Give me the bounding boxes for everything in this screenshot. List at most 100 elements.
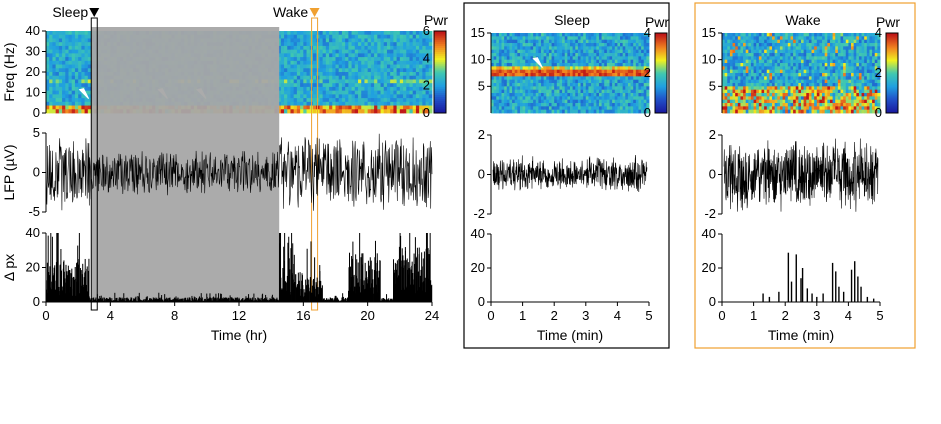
sleep-spectrogram-heatmap-cell: [512, 33, 516, 37]
spectrogram-24h-heatmap-cell: [325, 109, 330, 114]
spectrogram-24h-heatmap-cell: [351, 101, 356, 106]
sleep-spectrogram-heatmap-cell: [498, 106, 502, 111]
sleep-spectrogram-heatmap-cell: [580, 103, 584, 107]
sleep-spectrogram-heatmap-cell: [596, 49, 600, 54]
sleep-spectrogram-heatmap-cell: [533, 69, 537, 74]
spectrogram-24h-heatmap-cell: [78, 45, 82, 51]
spectrogram-24h-heatmap-cell: [393, 49, 398, 54]
spectrogram-24h-heatmap-cell: [335, 75, 340, 80]
spectrogram-24h-heatmap-cell: [422, 31, 426, 36]
sleep-spectrogram-heatmap-cell: [577, 106, 581, 111]
sleep-spectrogram-heatmap-cell: [585, 99, 589, 104]
spectrogram-24h-heatmap-cell: [319, 86, 324, 92]
spectrogram-24h-heatmap-cell: [65, 38, 69, 43]
spectrogram-24h-heatmap-cell: [428, 42, 433, 47]
spectrogram-24h-heatmap-cell: [293, 45, 298, 51]
sleep-spectrogram-heatmap-cell: [548, 59, 552, 64]
sleep-spectrogram-heatmap-cell: [572, 53, 576, 57]
sleep-spectrogram-heatmap-cell: [585, 39, 589, 44]
sleep-spectrogram-heatmap-cell: [554, 53, 558, 57]
sleep-spectrogram-heatmap-cell: [585, 93, 589, 97]
sleep-spectrogram-heatmap-cell: [504, 59, 508, 64]
spectrogram-24h-heatmap-cell: [49, 109, 53, 114]
spectrogram-24h-heatmap-cell: [87, 79, 92, 84]
spectrogram-24h-heatmap-cell: [312, 86, 317, 92]
spectrogram-24h-heatmap-cell: [386, 101, 391, 106]
spectrogram-24h-heatmap-cell: [62, 75, 66, 80]
sleep-spectrogram-heatmap-cell: [601, 103, 605, 107]
spectrogram-24h-heatmap-cell: [74, 105, 79, 110]
sleep-spectrogram-heatmap-cell: [498, 109, 502, 114]
spectrogram-24h-heatmap-cell: [415, 60, 420, 65]
sleep-spectrogram-heatmap-cell: [504, 109, 508, 114]
sleep-spectrogram-heatmap-cell: [551, 36, 555, 41]
spectrogram-24h-heatmap-cell: [325, 105, 330, 110]
spectrogram-24h-heatmap-cell: [49, 94, 53, 99]
sleep-spectrogram-heatmap-cell: [517, 76, 521, 81]
sleep-spectrogram-heatmap-cell: [625, 69, 629, 74]
sleep-spectrogram-heatmap-cell: [491, 39, 495, 44]
spectrogram-24h-heatmap-cell: [422, 105, 426, 110]
spectrogram-24h-heatmap-cell: [393, 86, 398, 92]
sleep-spectrogram-heatmap-cell: [554, 93, 558, 97]
spectrogram-24h-heatmap-cell: [428, 83, 433, 88]
spectrogram-24h-heatmap-cell: [329, 34, 333, 39]
sleep-spectrogram-heatmap-cell: [514, 53, 518, 57]
sleep-spectrogram-heatmap-cell: [567, 73, 571, 77]
sleep-spectrogram-heatmap-cell: [617, 56, 621, 61]
spectrogram-24h-heatmap-cell: [303, 42, 307, 47]
sleep-spectrogram-heatmap-cell: [525, 43, 529, 47]
sleep-spectrogram-heatmap-cell: [622, 76, 626, 81]
sleep-spectrogram-heatmap-cell: [627, 66, 631, 71]
sleep-spectrogram-heatmap-cell: [570, 89, 574, 94]
sleep-spectrogram-heatmap-cell: [625, 76, 629, 81]
spectrogram-24h-heatmap-cell: [280, 57, 285, 62]
spectrogram-24h-heatmap-cell: [345, 101, 349, 106]
sleep-spectrogram-heatmap-cell: [591, 46, 595, 51]
spectrogram-24h-heatmap-cell: [364, 79, 369, 84]
sleep-spectrogram-heatmap-cell: [604, 103, 608, 107]
spectrogram-24h-heatmap-cell: [319, 57, 324, 62]
sleep-spectrogram-heatmap-cell: [562, 39, 566, 44]
sleep-spectrogram-heatmap-cell: [496, 93, 500, 97]
spectrogram-24h-heatmap-cell: [380, 72, 385, 77]
spectrogram-24h-heatmap-cell: [290, 98, 295, 103]
spectrogram-24h-heatmap-cell: [399, 42, 404, 47]
sleep-spectrogram-heatmap-cell: [501, 79, 505, 84]
sleep-spectrogram-heatmap-cell: [514, 83, 518, 87]
sleep-spectrogram-heatmap-cell: [496, 43, 500, 47]
sleep-spectrogram-heatmap-cell: [562, 69, 566, 74]
sleep-spectrogram-heatmap-cell: [606, 103, 610, 107]
spectrogram-24h-heatmap-cell: [403, 94, 407, 99]
spectrogram-24h-heatmap-cell: [300, 49, 304, 54]
spectrogram-24h-heatmap-cell: [419, 98, 423, 103]
spectrogram-24h-heatmap-cell: [393, 98, 398, 103]
sleep-spectrogram-heatmap-cell: [614, 73, 618, 77]
sleep-spectrogram-heatmap-cell: [588, 36, 592, 41]
spectrogram-24h-heatmap-cell: [409, 64, 414, 69]
sleep-spectrogram-heatmap-cell: [577, 36, 581, 41]
spectrogram-24h-heatmap-cell: [277, 34, 282, 39]
spectrogram-24h-heatmap-cell: [71, 90, 76, 95]
spectrogram-24h-heatmap-cell: [332, 86, 336, 92]
spectrogram-24h-heatmap-cell: [396, 86, 401, 92]
lfp-24h-y-tick-label: 0: [33, 165, 40, 180]
spectrogram-24h-heatmap-cell: [303, 105, 307, 110]
spectrogram-24h-heatmap-cell: [84, 75, 89, 80]
spectrogram-24h-heatmap-cell: [49, 101, 53, 106]
spectrogram-24h-y-tick-label: 40: [26, 23, 40, 38]
sleep-spectrogram-heatmap-cell: [570, 33, 574, 37]
spectrogram-24h-heatmap-cell: [338, 75, 343, 80]
sleep-spectrogram-heatmap-cell: [493, 63, 497, 67]
sleep-spectrogram-heatmap-cell: [612, 106, 616, 111]
sleep-spectrogram-heatmap-cell: [593, 106, 597, 111]
spectrogram-24h-heatmap-cell: [377, 79, 381, 84]
sleep-spectrogram-heatmap-cell: [575, 73, 579, 77]
sleep-spectrogram-heatmap-cell: [625, 106, 629, 111]
spectrogram-24h-heatmap-cell: [377, 31, 381, 36]
sleep-spectrogram-heatmap-cell: [583, 69, 587, 74]
spectrogram-24h-heatmap-cell: [338, 42, 343, 47]
sleep-spectrogram-heatmap-cell: [596, 46, 600, 51]
spectrogram-24h-heatmap-cell: [345, 45, 349, 51]
sleep-spectrogram-heatmap-cell: [617, 93, 621, 97]
